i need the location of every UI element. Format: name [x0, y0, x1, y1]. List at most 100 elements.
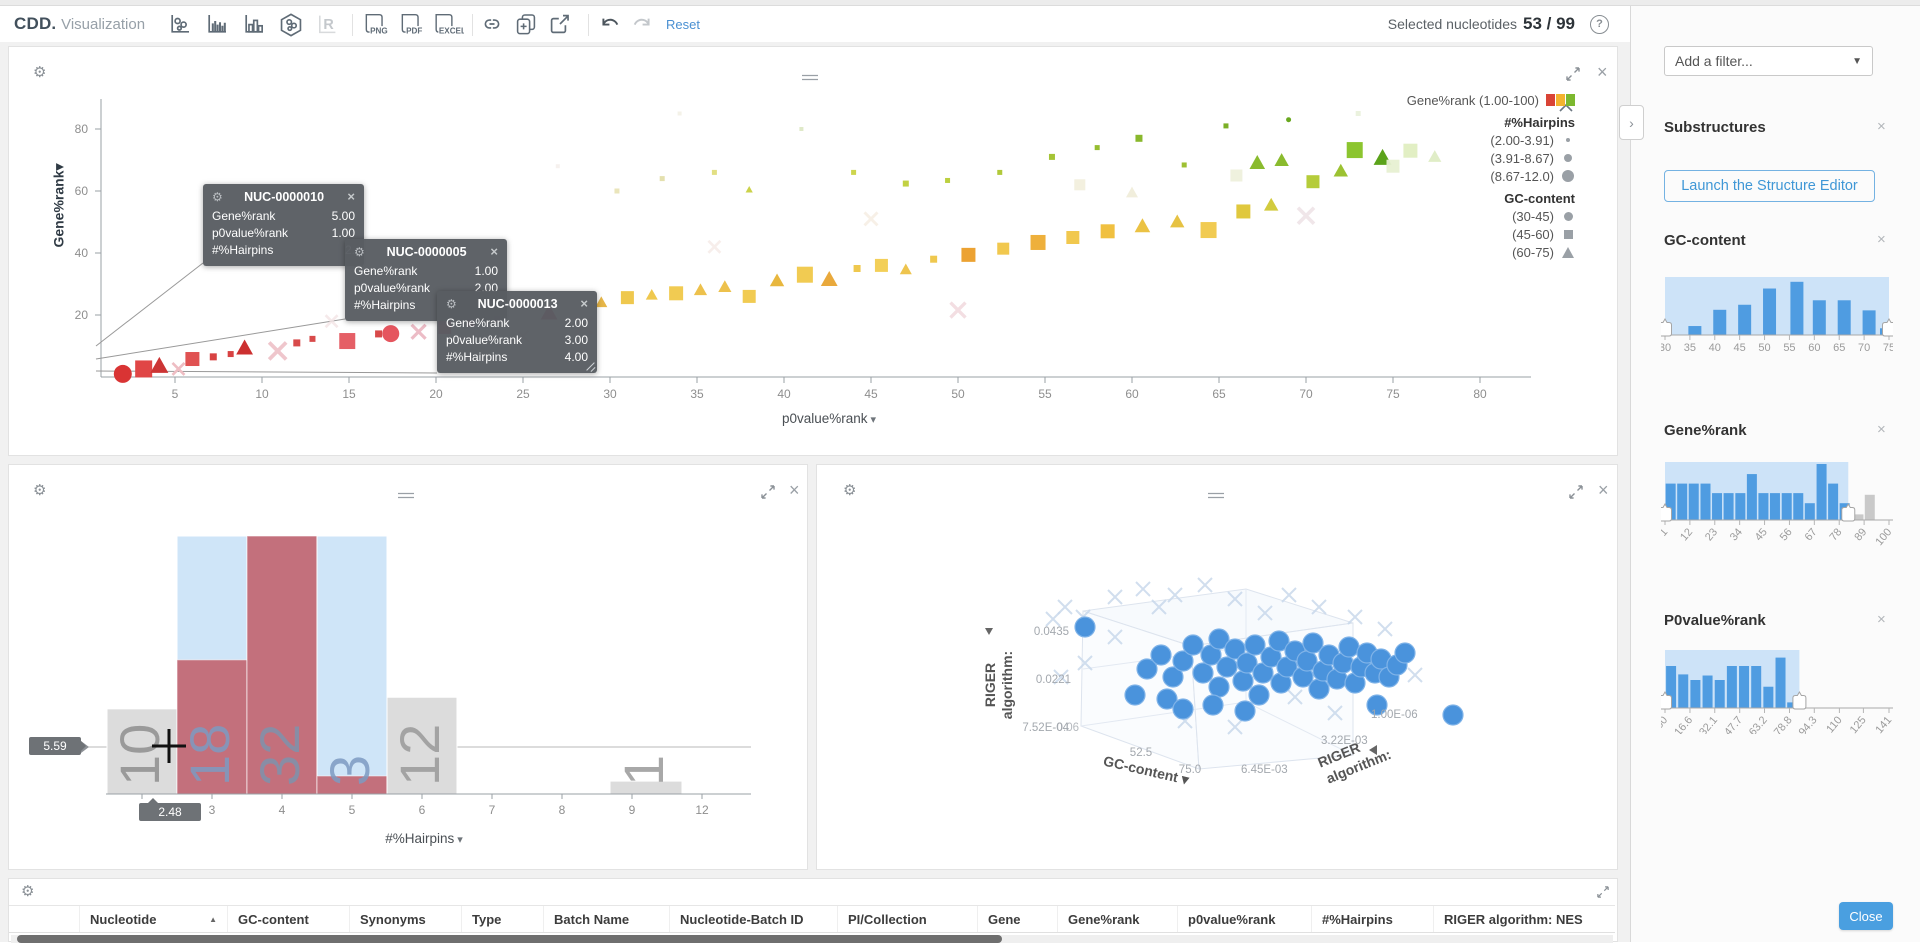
remove-filter-icon[interactable]: × — [1877, 611, 1886, 628]
scatter-point[interactable] — [135, 360, 153, 378]
gc-content-filter[interactable]: 30 35 40 45 50 55 60 65 70 75 — [1658, 271, 1896, 361]
scatter-point[interactable] — [799, 127, 804, 131]
filter-range-handle[interactable] — [1841, 502, 1856, 522]
expand-icon[interactable] — [1566, 67, 1580, 86]
scatter-point[interactable] — [1236, 204, 1251, 219]
gear-icon[interactable]: ⚙ — [33, 481, 47, 499]
scatter-point[interactable] — [1296, 206, 1316, 226]
duplicate-widget-icon[interactable] — [514, 12, 540, 38]
scatter-point[interactable] — [961, 247, 976, 262]
plot3d-point[interactable] — [1442, 704, 1464, 726]
histogram-icon[interactable] — [205, 12, 231, 38]
scatter-point[interactable] — [595, 296, 608, 308]
histogram-bar[interactable] — [106, 708, 178, 795]
scatter-point[interactable] — [1333, 163, 1348, 177]
scatter-point[interactable] — [1346, 142, 1363, 159]
scatter-point[interactable] — [1048, 153, 1055, 160]
scatter-point[interactable] — [997, 242, 1010, 255]
plot3d-point[interactable] — [1224, 638, 1246, 660]
legend-item[interactable]: (45-60) — [1512, 225, 1575, 243]
table-column-header[interactable]: GC-content — [227, 906, 349, 932]
scatter-point[interactable] — [853, 265, 861, 272]
scatter-point[interactable] — [1126, 186, 1138, 198]
bar-chart-icon[interactable] — [242, 12, 268, 38]
plot3d-point[interactable] — [1208, 676, 1230, 698]
histogram-bar-highlight[interactable] — [176, 659, 248, 795]
remove-filter-icon[interactable]: × — [1877, 231, 1886, 248]
plot3d-point[interactable] — [1182, 634, 1204, 656]
table-column-header[interactable]: p0value%rank — [1177, 906, 1311, 932]
remove-filter-icon[interactable]: × — [1877, 118, 1886, 135]
scatter-point[interactable] — [997, 169, 1003, 175]
scatter-point[interactable] — [171, 361, 186, 376]
scatter-point[interactable] — [339, 333, 356, 350]
plot3d-point[interactable] — [1236, 652, 1258, 674]
scatter-point[interactable] — [949, 301, 967, 319]
scatter-point[interactable] — [1306, 175, 1320, 189]
scatter-point[interactable] — [375, 330, 383, 338]
scatter-point[interactable] — [711, 169, 717, 175]
plot3d-point[interactable] — [1172, 650, 1194, 672]
legend-item[interactable]: (30-45) — [1512, 207, 1575, 225]
gear-icon[interactable]: ⚙ — [843, 481, 857, 499]
plot3d-point[interactable] — [1074, 616, 1096, 638]
scatter-point[interactable] — [945, 177, 951, 183]
scatter-point[interactable] — [309, 335, 316, 342]
plot3d-point[interactable] — [1248, 684, 1270, 706]
table-scrollbar-thumb[interactable] — [17, 935, 1002, 943]
rotate-handle-icon[interactable] — [1369, 745, 1377, 755]
point-tooltip[interactable]: ⚙ NUC-0000013 × Gene%rank 2.00 p0value%rank 3.… — [437, 291, 597, 373]
legend-item[interactable]: (8.67-12.0) — [1490, 167, 1575, 185]
table-column-header[interactable]: Batch Name — [543, 906, 669, 932]
filter-range-handle[interactable] — [1792, 690, 1807, 710]
plot3d-point[interactable] — [1202, 694, 1224, 716]
plot3d-point[interactable] — [1302, 632, 1324, 654]
scatter-point[interactable] — [659, 176, 665, 182]
launch-structure-editor-button[interactable]: Launch the Structure Editor — [1664, 170, 1875, 202]
scatter-point[interactable] — [113, 364, 132, 383]
scatter-y-axis-label[interactable]: Gene%rank▾ — [50, 163, 67, 248]
scatter-point[interactable] — [899, 263, 912, 275]
plot3d-point[interactable] — [1124, 684, 1146, 706]
table-column-header[interactable]: Nucleotide-Batch ID — [669, 906, 837, 932]
undo-icon[interactable] — [598, 12, 624, 38]
close-icon[interactable]: × — [789, 480, 800, 500]
gene-rank-filter[interactable]: 1 12 23 34 45 56 67 78 89 100 — [1657, 456, 1894, 548]
help-icon[interactable]: ? — [1590, 15, 1609, 34]
table-column-header[interactable]: PI/Collection — [837, 906, 977, 932]
plot3d-point[interactable] — [1338, 636, 1360, 658]
scatter-point[interactable] — [1403, 143, 1418, 158]
close-icon[interactable]: × — [580, 296, 588, 311]
share-link-icon[interactable] — [480, 12, 506, 38]
structures-icon[interactable] — [278, 12, 304, 38]
expand-icon[interactable] — [1597, 885, 1609, 903]
scatter-point[interactable] — [614, 188, 620, 194]
reset-button[interactable]: Reset — [666, 17, 700, 32]
scatter-point[interactable] — [1074, 179, 1086, 191]
scatter-point[interactable] — [1030, 234, 1046, 250]
table-column-header[interactable]: Gene%rank — [1057, 906, 1177, 932]
scatter-point[interactable] — [293, 339, 301, 347]
remove-filter-icon[interactable]: × — [1877, 421, 1886, 438]
scatter-point[interactable] — [1223, 123, 1229, 129]
scatter-point[interactable] — [851, 169, 857, 175]
plot3d-chart[interactable]: 0.0435 0.0221 7.52E-040.06 52.5 75.0 6.45E-03… — [817, 465, 1617, 869]
scatter-point[interactable] — [769, 273, 785, 287]
table-scrollbar-track[interactable] — [11, 935, 1613, 943]
scatter-point[interactable] — [1274, 153, 1289, 167]
scatter-point[interactable] — [1181, 162, 1187, 168]
scatter-point[interactable] — [410, 323, 427, 340]
threshold-value-tag[interactable]: 5.59 — [29, 737, 86, 755]
close-icon[interactable]: × — [1598, 480, 1609, 500]
scatter-x-axis-label[interactable]: p0value%rank ▾ — [781, 411, 877, 426]
scatter-point[interactable] — [1066, 231, 1080, 244]
add-filter-select[interactable]: Add a filter... ▼ — [1664, 46, 1873, 76]
scatter-point[interactable] — [1100, 224, 1115, 239]
drag-handle-icon[interactable] — [1207, 487, 1225, 505]
histogram-bar-highlight[interactable] — [246, 535, 318, 795]
plot3d-point[interactable] — [1172, 698, 1194, 720]
scatter-point[interactable] — [718, 280, 732, 293]
scatter-point[interactable] — [185, 352, 200, 367]
open-external-icon[interactable] — [548, 12, 574, 38]
legend-item[interactable]: (60-75) — [1512, 243, 1575, 261]
